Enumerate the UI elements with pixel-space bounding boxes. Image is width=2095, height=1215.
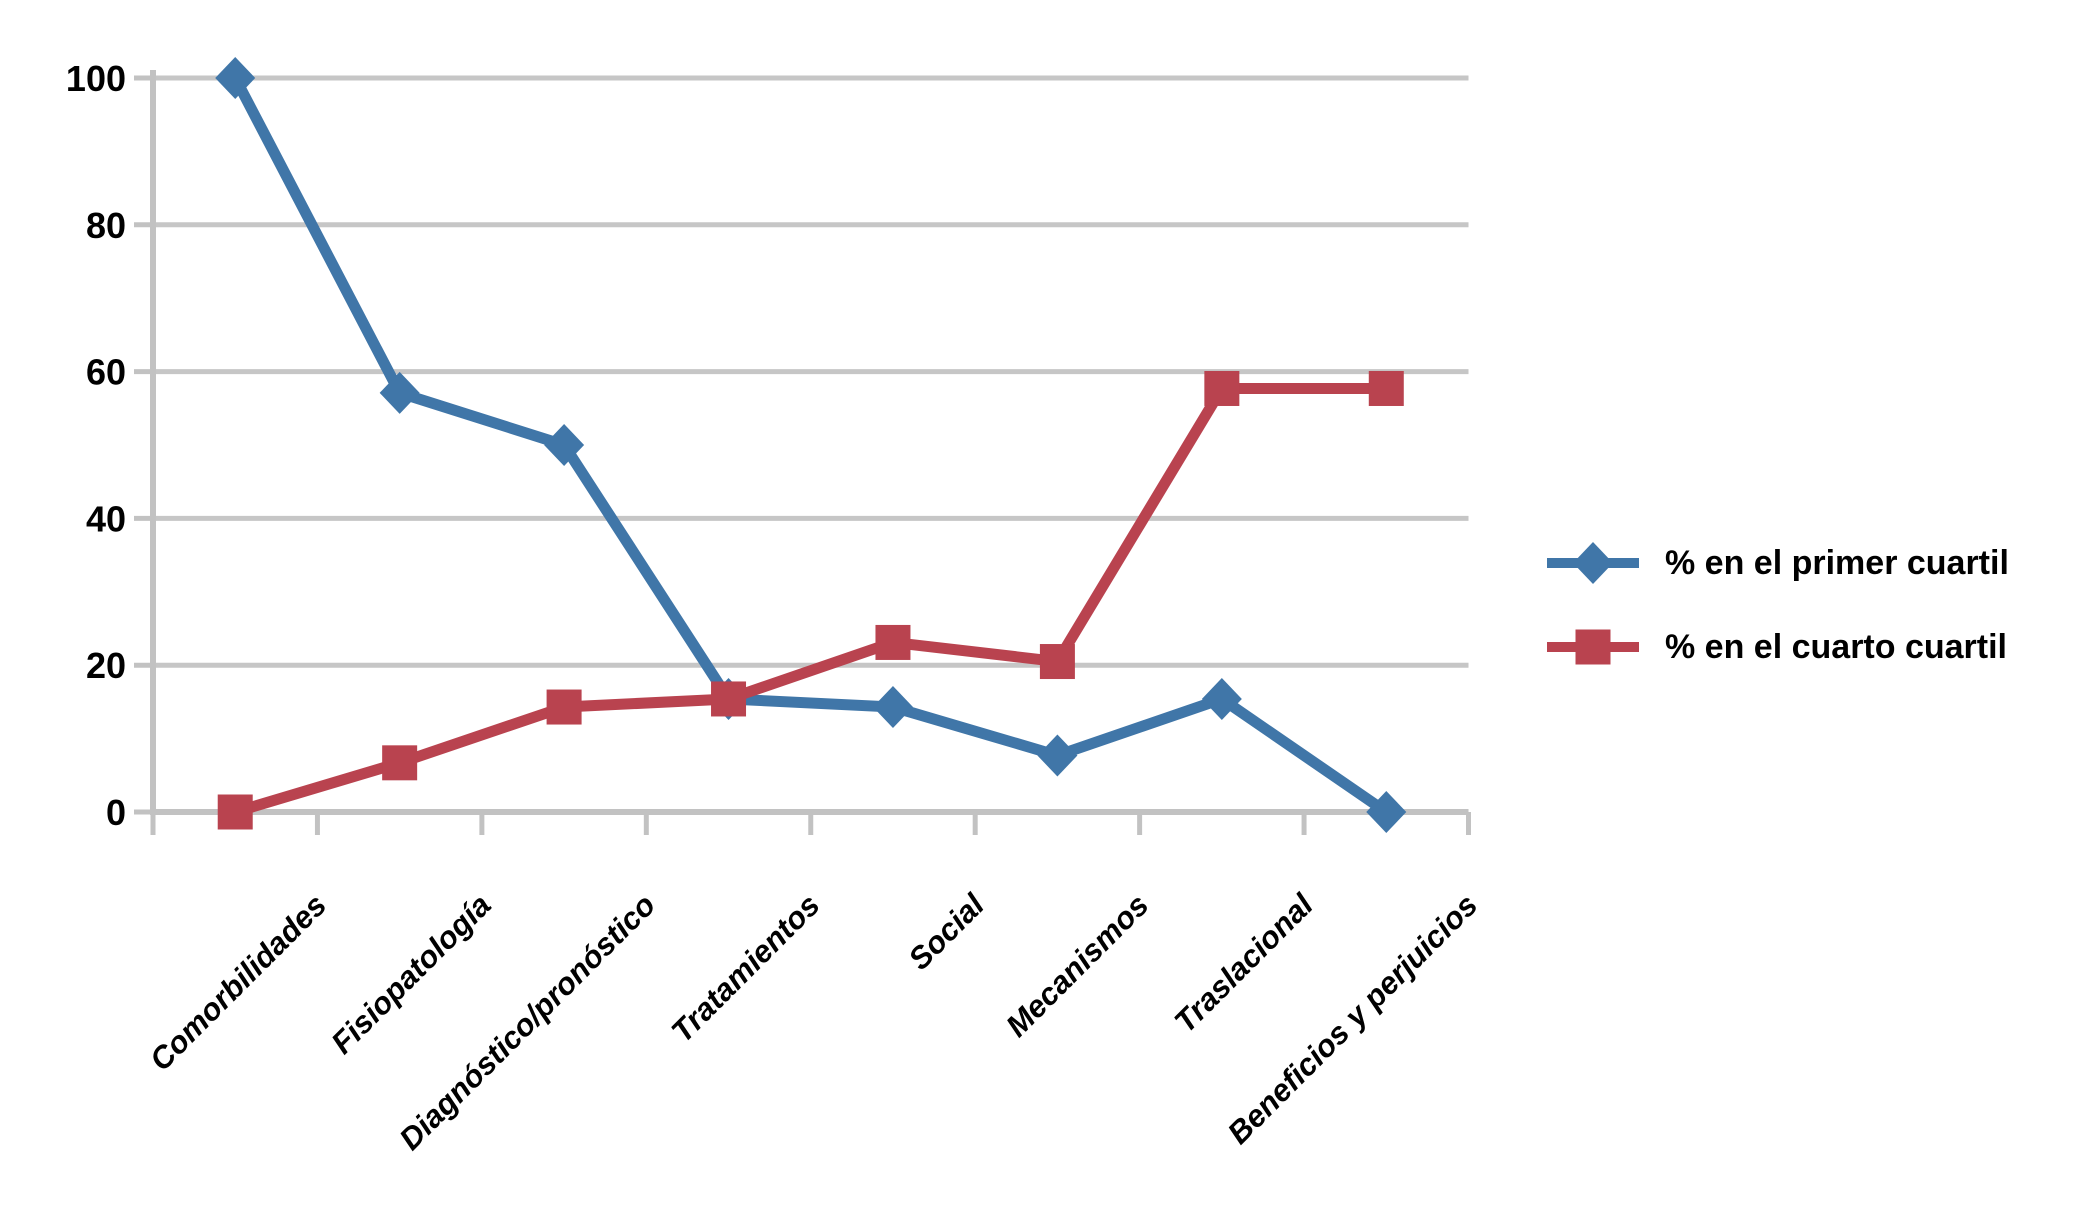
marker-diamond — [544, 424, 585, 466]
x-category-label: Tratamientos — [664, 887, 826, 1049]
marker-square — [875, 624, 911, 660]
marker-square — [217, 794, 253, 830]
series-line-primer-cuartil — [229, 72, 1392, 818]
marker-diamond — [1573, 542, 1613, 584]
marker-square — [1204, 370, 1240, 406]
marker-diamond — [215, 57, 256, 99]
marker-diamond — [872, 686, 913, 729]
x-category-label: Comorbilidades — [143, 887, 333, 1077]
series-line-cuarto-cuartil — [229, 382, 1392, 818]
y-tick-label: 80 — [86, 205, 126, 246]
legend-label: % en el cuarto cuartil — [1665, 627, 2007, 666]
marker-square — [711, 681, 747, 717]
marker-square — [546, 689, 582, 725]
marker-square — [1039, 644, 1075, 680]
y-tick-label: 100 — [66, 58, 126, 99]
legend-item-primer-cuartil: % en el primer cuartil — [1545, 541, 2009, 585]
marker-diamond — [1037, 734, 1078, 777]
y-tick-label: 60 — [86, 352, 126, 393]
legend: % en el primer cuartil % en el cuarto cu… — [1545, 541, 2009, 669]
legend-diamond-marker-icon — [1547, 542, 1639, 584]
x-category-label: Social — [902, 886, 992, 976]
marker-diamond — [1201, 677, 1242, 720]
x-category-label: Traslacional — [1168, 886, 1321, 1039]
marker-diamond — [1366, 791, 1407, 833]
y-tick-label: 40 — [86, 498, 126, 539]
marker-square — [1575, 629, 1611, 665]
marker-square — [1368, 370, 1404, 406]
x-category-label: Fisiopatología — [324, 887, 497, 1060]
legend-square-marker-icon — [1547, 629, 1639, 665]
y-tick-label: 0 — [106, 792, 126, 833]
legend-item-cuarto-cuartil: % en el cuarto cuartil — [1545, 625, 2009, 669]
marker-square — [382, 745, 418, 781]
x-category-label: Mecanismos — [999, 887, 1155, 1043]
legend-label: % en el primer cuartil — [1665, 543, 2009, 582]
marker-diamond — [379, 371, 420, 414]
y-tick-label: 20 — [86, 645, 126, 686]
